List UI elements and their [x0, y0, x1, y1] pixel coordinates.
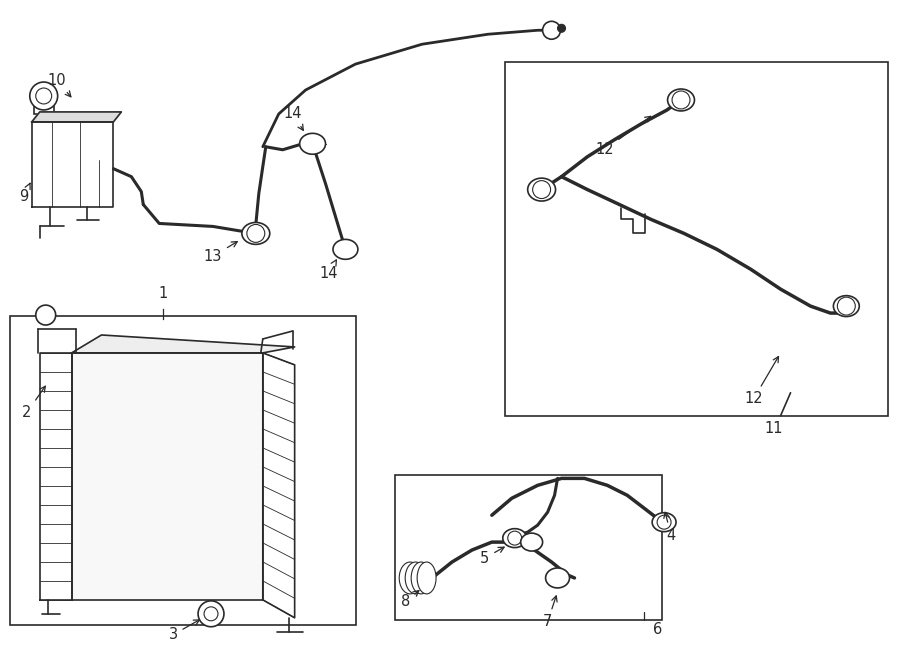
Bar	[505, 62, 888, 416]
Ellipse shape	[545, 568, 570, 588]
Ellipse shape	[411, 562, 431, 594]
Text: 9: 9	[19, 183, 30, 204]
Ellipse shape	[405, 562, 426, 594]
Text: 3: 3	[168, 620, 200, 642]
Ellipse shape	[833, 295, 860, 317]
Circle shape	[837, 297, 855, 315]
Ellipse shape	[300, 134, 326, 154]
Ellipse shape	[503, 529, 526, 547]
Text: 8: 8	[400, 590, 418, 609]
Bar	[34, 97, 54, 114]
Circle shape	[204, 607, 218, 621]
Text: 4: 4	[664, 512, 676, 543]
Circle shape	[30, 82, 58, 110]
Text: 10: 10	[48, 73, 71, 97]
Bar	[10, 316, 356, 625]
Text: 14: 14	[284, 106, 303, 130]
Bar	[395, 475, 662, 620]
Ellipse shape	[400, 562, 421, 594]
Text: 12: 12	[595, 116, 651, 157]
Text: 7: 7	[543, 596, 557, 629]
Ellipse shape	[527, 178, 555, 201]
Circle shape	[36, 305, 56, 325]
Polygon shape	[263, 353, 294, 618]
Ellipse shape	[668, 89, 695, 111]
Polygon shape	[72, 353, 263, 600]
Circle shape	[672, 91, 690, 109]
Circle shape	[247, 225, 265, 243]
Circle shape	[557, 24, 565, 32]
Text: 5: 5	[481, 547, 504, 566]
Text: 6: 6	[652, 622, 662, 637]
Text: 2: 2	[22, 386, 45, 420]
Polygon shape	[40, 353, 72, 600]
Circle shape	[198, 601, 224, 627]
Text: 1: 1	[158, 286, 167, 301]
Ellipse shape	[652, 513, 676, 531]
Circle shape	[533, 180, 551, 198]
Polygon shape	[32, 122, 113, 206]
Ellipse shape	[417, 562, 436, 594]
Circle shape	[508, 531, 522, 545]
Polygon shape	[32, 112, 122, 122]
Text: 11: 11	[764, 421, 783, 436]
Polygon shape	[72, 335, 294, 353]
Circle shape	[543, 21, 561, 39]
Ellipse shape	[242, 223, 270, 245]
Ellipse shape	[333, 239, 358, 259]
Circle shape	[657, 515, 671, 529]
Text: 13: 13	[203, 241, 238, 264]
Text: 12: 12	[744, 356, 778, 407]
Ellipse shape	[521, 533, 543, 551]
Text: 14: 14	[320, 260, 338, 281]
Circle shape	[36, 88, 51, 104]
